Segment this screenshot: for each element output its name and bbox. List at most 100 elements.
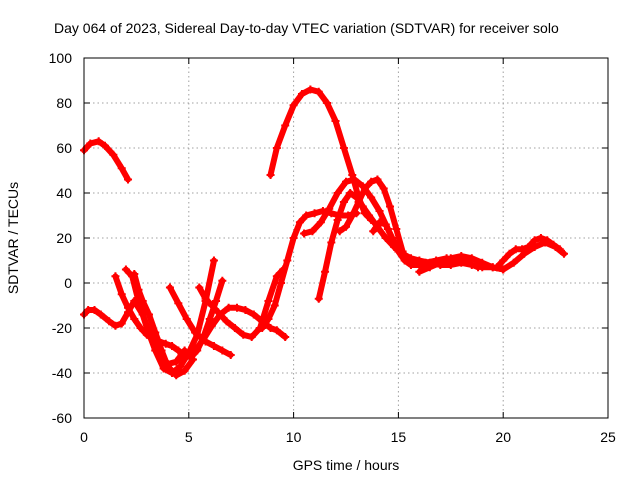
data-point-marker xyxy=(109,150,118,159)
data-point-marker xyxy=(180,366,189,375)
y-tick-label: 40 xyxy=(56,185,72,201)
data-point-marker xyxy=(360,184,369,193)
y-tick-label: 100 xyxy=(49,50,73,66)
data-point-marker xyxy=(375,218,384,227)
data-point-marker xyxy=(111,321,120,330)
series-arc-13 xyxy=(335,175,407,256)
data-point-marker xyxy=(172,371,181,380)
data-point-marker xyxy=(233,303,242,312)
y-tick-label: 60 xyxy=(56,140,72,156)
data-point-marker xyxy=(536,234,545,242)
data-point-marker xyxy=(207,321,216,330)
data-point-marker xyxy=(264,315,273,323)
data-point-marker xyxy=(373,175,382,184)
data-point-marker xyxy=(283,256,292,265)
data-point-marker xyxy=(325,204,334,213)
data-point-marker xyxy=(130,315,139,323)
data-point-marker xyxy=(321,267,330,276)
data-point-marker xyxy=(543,236,552,245)
data-point-marker xyxy=(207,301,216,310)
data-point-marker xyxy=(295,218,304,227)
data-point-marker xyxy=(323,99,332,107)
data-point-marker xyxy=(142,324,151,332)
data-point-marker xyxy=(117,319,126,328)
series-arc-15 xyxy=(415,238,568,276)
data-point-marker xyxy=(121,265,130,274)
series-line xyxy=(131,271,196,379)
data-point-marker xyxy=(365,211,374,220)
data-point-marker xyxy=(302,211,311,220)
data-point-marker xyxy=(415,267,424,276)
data-point-marker xyxy=(505,249,514,258)
data-point-marker xyxy=(308,227,317,236)
data-point-marker xyxy=(499,265,508,274)
data-point-marker xyxy=(289,101,298,110)
data-point-marker xyxy=(172,357,181,366)
data-point-marker xyxy=(168,342,177,350)
series-arc-6 xyxy=(130,270,197,380)
data-point-marker xyxy=(161,339,170,348)
data-point-marker xyxy=(117,290,126,299)
data-point-marker xyxy=(474,263,483,272)
data-point-marker xyxy=(201,294,210,303)
data-point-marker xyxy=(195,283,204,292)
series-line xyxy=(267,86,375,223)
data-point-marker xyxy=(249,310,258,319)
data-point-marker xyxy=(306,85,315,94)
data-point-marker xyxy=(316,218,325,227)
data-point-marker xyxy=(205,315,214,323)
data-point-marker xyxy=(111,272,120,281)
data-point-marker xyxy=(530,236,539,245)
data-point-marker xyxy=(138,297,147,305)
data-point-marker xyxy=(354,198,363,206)
data-point-marker xyxy=(165,283,174,292)
data-point-marker xyxy=(218,346,227,355)
data-point-marker xyxy=(369,227,378,236)
data-point-marker xyxy=(367,177,376,186)
data-point-marker xyxy=(559,249,568,258)
data-point-marker xyxy=(224,303,233,312)
data-point-marker xyxy=(358,202,367,211)
series-arc-8 xyxy=(191,303,290,355)
data-point-marker xyxy=(467,254,476,263)
data-point-marker xyxy=(222,317,231,326)
series-arc-1 xyxy=(80,137,133,184)
data-point-marker xyxy=(406,261,415,269)
data-point-marker xyxy=(144,310,153,319)
data-point-marker xyxy=(174,346,183,355)
data-point-marker xyxy=(94,137,103,146)
data-point-marker xyxy=(199,335,208,344)
x-tick-label: 20 xyxy=(495,429,511,445)
plot-area-border xyxy=(83,57,609,419)
data-point-marker xyxy=(386,202,395,211)
data-point-marker xyxy=(241,306,250,314)
data-point-marker xyxy=(509,258,518,267)
y-axis-tick-labels: -60 -40 -20 0 20 40 60 80 100 xyxy=(49,50,73,426)
data-point-marker xyxy=(96,310,105,319)
data-point-marker xyxy=(266,171,275,179)
data-point-marker xyxy=(350,175,359,184)
data-point-marker xyxy=(184,348,193,357)
data-point-marker xyxy=(226,351,235,359)
data-point-marker xyxy=(239,330,248,339)
y-tick-label: 0 xyxy=(64,275,72,291)
series-arc-3 xyxy=(80,297,189,368)
series-line xyxy=(122,257,217,376)
data-point-marker xyxy=(425,263,434,272)
data-point-marker xyxy=(191,328,200,337)
data-point-marker xyxy=(182,315,191,323)
data-point-marker xyxy=(457,252,466,260)
data-point-marker xyxy=(264,297,273,305)
data-point-marker xyxy=(342,177,350,186)
series-arc-14 xyxy=(369,218,432,269)
series-arc-16 xyxy=(492,234,564,272)
data-point-marker xyxy=(478,258,487,267)
data-point-marker xyxy=(415,261,424,269)
data-point-marker xyxy=(272,326,281,335)
data-point-marker xyxy=(209,256,218,265)
data-point-marker xyxy=(124,303,133,312)
data-point-marker xyxy=(436,258,445,267)
data-point-marker xyxy=(297,90,306,98)
data-point-marker xyxy=(281,121,290,130)
data-point-marker xyxy=(151,328,160,337)
